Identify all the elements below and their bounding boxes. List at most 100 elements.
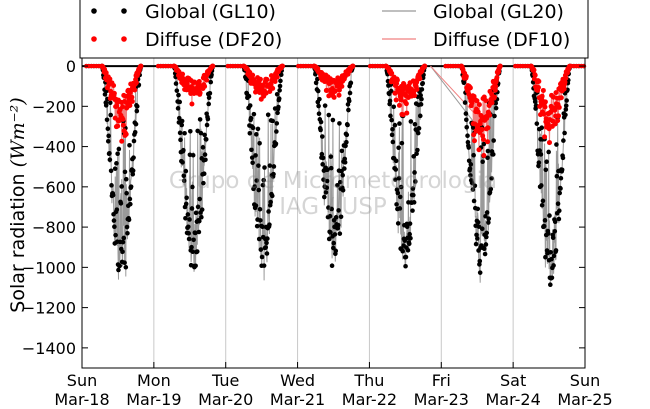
gl10-point [274,129,279,134]
gl10-point [553,248,559,253]
legend-marker-global-gl10-a [91,8,97,14]
df20-point [120,122,126,128]
df20-point [476,147,482,153]
gl10-point [202,152,208,157]
gl10-point [344,139,349,145]
gl10-point [260,182,266,188]
gl10-point [275,110,280,116]
df20-point [279,63,285,69]
gl10-point [389,117,394,123]
x-tick-date-6: Mar-24 [485,390,540,409]
gl10-point [465,133,470,138]
gl10-point [408,235,413,241]
gl10-point [545,231,551,236]
gl10-point [315,76,320,82]
gl10-point [190,249,196,255]
gl10-point [183,215,188,221]
gl10-point [102,92,108,97]
gl10-point [339,148,345,154]
gl10-point [343,143,348,149]
legend-item-diffuse-df10: Diffuse (DF10) [382,29,570,51]
gl10-point [108,168,114,174]
gl10-point [472,183,478,189]
df20-point [393,97,399,103]
df20-point [197,90,203,96]
legend-label-global-gl20: Global (GL20) [433,1,564,23]
x-tick-date-0: Mar-18 [54,390,109,409]
legend-label-diffuse-df10: Diffuse (DF10) [433,29,570,51]
gl10-point [319,134,325,139]
gl10-point [249,147,254,153]
gl10-point [206,101,211,107]
df20-point [127,102,133,108]
watermark: Grupo de Micrometeorologia IAG / USP [169,168,497,220]
df20-point [138,63,144,69]
gl10-point [274,91,280,97]
gl10-point [267,163,273,168]
y-tick-label-0: 0 [66,57,76,76]
gl10-point [561,138,566,143]
gl10-point [264,251,270,256]
df20-point [561,86,567,92]
gl10-point [254,178,260,183]
gl10-point [558,175,564,181]
gl10-point [322,103,328,108]
gl10-point [564,98,569,103]
gl10-point [397,121,402,126]
gl10-point [346,98,352,104]
gl10-point [464,124,470,130]
gl10-point [340,187,346,193]
gl10-point [419,87,425,92]
gl10-point [549,256,554,262]
gl10-point [463,111,469,116]
y-axis-label: Solar radiation (Wm⁻²) [7,97,29,312]
gl10-point [254,132,259,137]
gl10-point [181,173,187,179]
gl10-point [197,218,202,224]
gl10-point [247,103,253,108]
gl10-point [263,245,269,250]
gl10-point [189,206,195,211]
gl10-point [316,111,322,116]
df20-point [129,94,135,100]
gl10-point [176,115,182,121]
gl10-point [320,162,325,167]
df20-point [493,83,499,89]
gl10-point [199,207,205,212]
gl10-point [197,196,203,202]
gl10-point [338,214,344,220]
gl10-point [196,229,202,235]
legend: Global (GL10) Diffuse (DF20) Global (GL2… [79,0,589,59]
x-tick-date-7: Mar-25 [557,390,612,409]
gl10-point [265,236,270,241]
gl10-point [562,130,567,136]
df20-point [474,98,480,104]
gl10-point [417,113,423,119]
df20-point [476,102,482,108]
gl10-point [270,118,275,124]
gl10-point [484,210,490,215]
gl10-point [337,121,342,126]
gl10-point [464,117,469,123]
gl10-point [253,153,258,158]
df20-point [555,118,561,124]
gl10-point [104,117,110,123]
df20-point [204,77,210,83]
gl10-point [477,270,483,275]
gl10-point [397,194,403,200]
gl10-point [490,152,496,157]
df20-point [562,79,568,85]
gl10-point [321,177,326,182]
gl10-point [173,81,179,86]
gl10-point [484,234,489,240]
gl10-point [388,113,393,119]
x-tick-day-5: Fri [432,371,451,390]
x-tick-date-3: Mar-21 [270,390,325,409]
gl10-point [563,103,569,108]
df20-point [532,72,538,78]
gl10-point [412,170,417,175]
gl10-point [326,236,332,242]
gl10-point [192,230,198,236]
gl10-point [471,198,477,204]
